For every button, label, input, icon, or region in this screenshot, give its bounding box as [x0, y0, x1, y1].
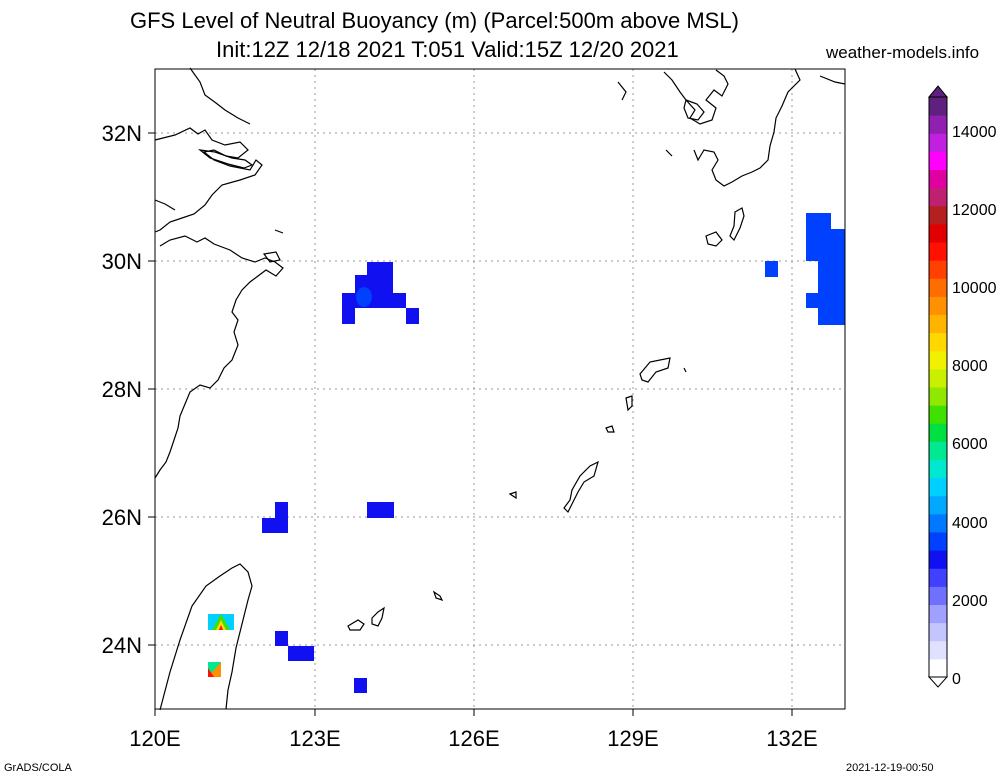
chart-title: GFS Level of Neutral Buoyancy (m) (Parce…: [130, 8, 739, 33]
site-label: weather-models.info: [826, 43, 980, 62]
chart-subtitle: Init:12Z 12/18 2021 T:051 Valid:15Z 12/2…: [216, 37, 679, 62]
colorbar-tick: 4000: [952, 515, 988, 532]
grid: [155, 69, 845, 709]
colorbar-segment: [929, 314, 947, 334]
colorbar-tick: 12000: [952, 202, 997, 219]
colorbar-segment: [929, 151, 947, 170]
shade-cell: [354, 678, 367, 693]
shade-cell: [806, 293, 819, 308]
colorbar-segment: [929, 133, 947, 152]
shade-cell: [262, 518, 288, 533]
lnb-shading: [208, 213, 845, 693]
colorbar-segment: [929, 550, 947, 569]
colorbar-max-arrow: [927, 85, 949, 98]
colorbar-segment: [929, 115, 947, 134]
colorbar-labels: 0 2000 4000 6000 8000 10000 12000 14000: [952, 124, 997, 688]
colorbar-segment: [929, 423, 947, 442]
footer-credit: GrADS/COLA: [4, 762, 72, 774]
lon-label: 129E: [607, 726, 658, 751]
colorbar-segment: [929, 169, 947, 189]
colorbar-segment: [929, 296, 947, 315]
colorbar-segment: [929, 205, 947, 225]
lon-label: 120E: [129, 726, 180, 751]
lon-label: 126E: [448, 726, 499, 751]
colorbar-segment: [929, 568, 947, 587]
colorbar-segment: [929, 387, 947, 406]
lon-label: 123E: [289, 726, 340, 751]
footer-timestamp: 2021-12-19-00:50: [846, 762, 934, 774]
shade-cell: [765, 261, 778, 277]
colorbar-segment: [929, 187, 947, 207]
lat-label: 26N: [102, 505, 142, 530]
lon-labels: 120E 123E 126E 129E 132E: [129, 726, 817, 751]
colorbar-segment: [929, 441, 947, 460]
colorbar-segment: [929, 459, 947, 479]
colorbar-segment: [929, 658, 947, 678]
shade-cell: [275, 502, 288, 518]
shade-cell: [288, 646, 314, 661]
lat-label: 24N: [102, 633, 142, 658]
shade-cell: [342, 306, 355, 324]
shade-cell: [393, 293, 406, 308]
colorbar-tick: 6000: [952, 436, 988, 453]
lat-label: 30N: [102, 249, 142, 274]
colorbar-min-arrow: [927, 676, 949, 688]
shade-cell: [275, 631, 288, 646]
colorbar-segment: [929, 332, 947, 352]
colorbar-segment: [929, 640, 947, 660]
taiwan-high-cell-2: [208, 662, 221, 677]
colorbar-segment: [929, 604, 947, 624]
colorbar-segments: [929, 97, 947, 678]
colorbar-segment: [929, 405, 947, 424]
tick-marks: [148, 132, 793, 716]
colorbar-segment: [929, 586, 947, 605]
colorbar-segment: [929, 350, 947, 370]
colorbar-tick: 10000: [952, 280, 997, 297]
lat-labels: 32N 30N 28N 26N 24N: [102, 121, 142, 658]
shade-cell: [406, 308, 419, 324]
colorbar-segment: [929, 278, 947, 297]
colorbar-segment: [929, 622, 947, 642]
colorbar-segment: [929, 97, 947, 116]
colorbar-frame: [928, 96, 948, 678]
colorbar-segment: [929, 532, 947, 551]
colorbar-tick: 0: [952, 671, 961, 688]
taiwan-high-cell: [208, 614, 234, 630]
colorbar-segment: [929, 495, 947, 515]
coastlines: [154, 67, 846, 711]
colorbar-tick: 8000: [952, 358, 988, 375]
map-panel: 32N 30N 28N 26N 24N 120E 123E 126E 129E …: [102, 67, 846, 751]
colorbar-segment: [929, 223, 947, 243]
colorbar-tick: 2000: [952, 593, 988, 610]
shade-cell: [818, 229, 845, 325]
colorbar-segment: [929, 477, 947, 497]
colorbar: 0 2000 4000 6000 8000 10000 12000 14000: [927, 85, 997, 688]
colorbar-segment: [929, 260, 947, 279]
colorbar-segment: [929, 242, 947, 261]
colorbar-segment: [929, 368, 947, 388]
shade-cell: [356, 287, 372, 307]
lat-label: 28N: [102, 377, 142, 402]
shade-cell: [367, 502, 394, 518]
lat-label: 32N: [102, 121, 142, 146]
colorbar-segment: [929, 513, 947, 533]
lon-label: 132E: [766, 726, 817, 751]
colorbar-tick: 14000: [952, 124, 997, 141]
